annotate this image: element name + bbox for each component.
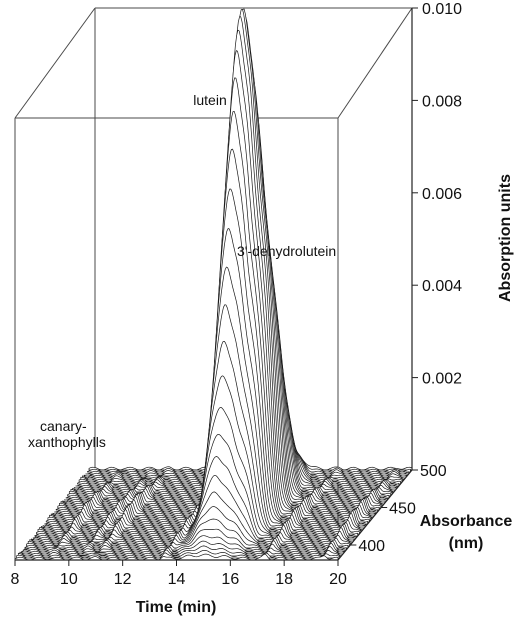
x-tick-label: 12 (114, 571, 132, 588)
surface-trace (22, 528, 347, 551)
x-tick-label: 18 (275, 571, 293, 588)
z-tick-label: 500 (420, 463, 447, 480)
annotation-canary-line1: canary- (40, 418, 87, 434)
x-tick-label: 16 (221, 571, 239, 588)
surface-trace (31, 456, 355, 541)
annotation-canary-line2: xanthophylls (28, 434, 106, 450)
z-ticks: 400 450 500 (350, 463, 447, 555)
surface-trace (14, 553, 339, 561)
y-tick-label: 0.010 (422, 1, 462, 18)
x-axis-title: Time (min) (136, 599, 217, 616)
surface-trace (26, 506, 350, 547)
y-tick-label: 0.006 (422, 186, 462, 203)
annotation-lutein: lutein (193, 92, 226, 108)
y-tick-label: 0.004 (422, 278, 462, 295)
x-tick-label: 8 (11, 571, 20, 588)
y-ticks: 0.002 0.004 0.006 0.008 0.010 (412, 1, 462, 388)
z-axis-title-line1: Absorbance (420, 513, 513, 530)
y-tick-label: 0.008 (422, 93, 462, 110)
surface-trace (16, 549, 340, 559)
z-axis-title-line2: (nm) (449, 535, 484, 552)
z-tick-label: 400 (358, 538, 385, 555)
surface-traces (14, 8, 413, 561)
x-tick-label: 14 (168, 571, 186, 588)
y-axis-title: Absorption units (497, 174, 514, 302)
box-top-right-edge (337, 7, 413, 119)
surface-trace (17, 545, 342, 557)
y-tick-label: 0.002 (422, 371, 462, 388)
x-tick-label: 20 (329, 571, 347, 588)
surface-trace (27, 491, 352, 545)
box-top-left-edge (14, 7, 96, 119)
z-tick-label: 450 (389, 501, 416, 518)
surface-trace (24, 518, 349, 549)
x-tick-label: 10 (60, 571, 78, 588)
surface-trace (29, 474, 354, 543)
x-ticks: 8 10 12 14 16 18 20 (11, 560, 347, 588)
annotation-dehydrolutein: 3'-dehydrolutein (237, 243, 336, 259)
surface-trace (32, 433, 357, 539)
